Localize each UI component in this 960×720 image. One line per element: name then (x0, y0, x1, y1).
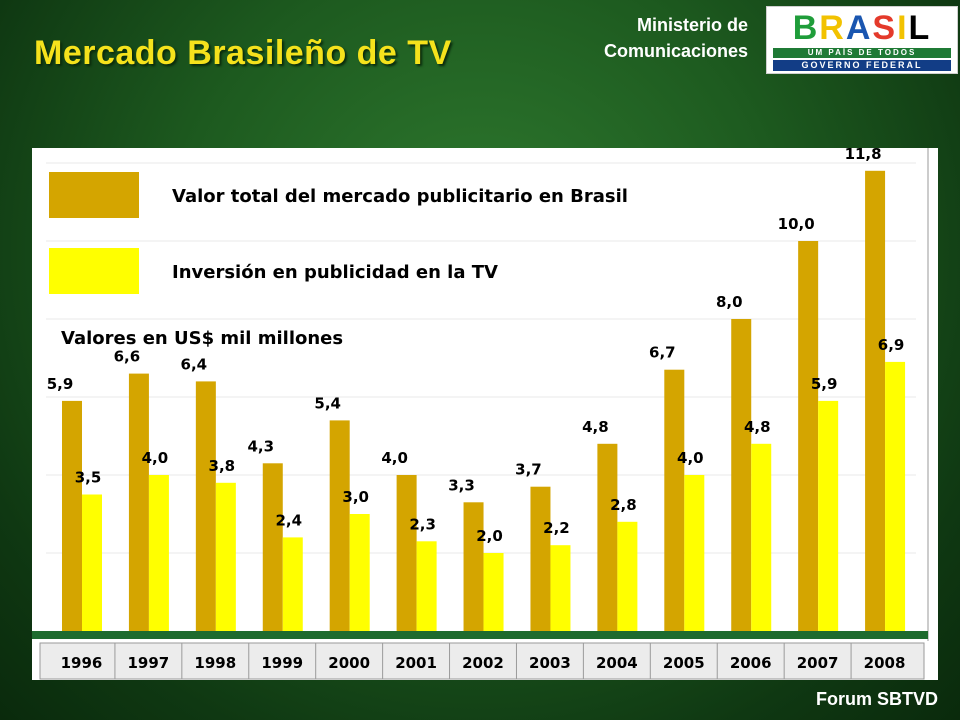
category-label: 2006 (730, 654, 772, 672)
data-label: 2,2 (543, 519, 570, 537)
category-label: 2004 (596, 654, 638, 672)
bar (731, 319, 752, 631)
chart-subtitle: Valores en US$ mil millones (61, 328, 343, 349)
data-label: 8,0 (716, 293, 743, 311)
category-strip (39, 642, 925, 680)
bar (148, 475, 169, 631)
ministry-line-1: Ministerio de (636, 15, 748, 35)
data-label: 5,9 (811, 375, 838, 393)
bar (550, 545, 571, 631)
bar (62, 400, 82, 631)
data-label: 3,0 (342, 488, 369, 506)
bar (396, 475, 417, 631)
bar (530, 486, 551, 631)
legend-label: Valor total del mercado publicitario en … (172, 186, 628, 207)
bar (195, 381, 216, 631)
data-label: 3,5 (75, 469, 102, 487)
logo-subline: GOVERNO FEDERAL (773, 60, 951, 71)
data-label: 6,4 (181, 355, 208, 373)
bar-chart: 1996 1997 1998 1999 2000 2001 2002 2003 2004 2005… (32, 145, 929, 680)
category-label: 2001 (395, 654, 437, 672)
data-label: 11,8 (845, 148, 882, 163)
data-label: 10,0 (778, 215, 815, 233)
bar (617, 521, 638, 631)
legend-swatch (49, 172, 139, 218)
data-label: 6,7 (649, 344, 676, 362)
data-label: 3,7 (515, 461, 542, 479)
bar (349, 514, 370, 631)
data-label: 4,0 (381, 449, 408, 467)
page-title: Mercado Brasileño de TV (34, 34, 452, 72)
bar (128, 373, 149, 631)
category-label: 1996 (61, 654, 103, 672)
ministry-line-2: Comunicaciones (603, 41, 748, 61)
category-label: 2008 (864, 654, 906, 672)
data-label: 2,3 (409, 515, 436, 533)
bar (483, 553, 504, 631)
footer-label: Forum SBTVD (815, 689, 938, 709)
data-label: 5,4 (314, 394, 341, 412)
category-label: 2002 (462, 654, 504, 672)
bar (215, 482, 236, 631)
chart-floor (32, 631, 928, 639)
bar (818, 400, 839, 631)
bar (416, 541, 437, 631)
category-label: 2003 (529, 654, 571, 672)
data-label: 6,6 (114, 348, 141, 366)
data-label: 2,0 (476, 527, 503, 545)
data-label: 4,8 (744, 418, 771, 436)
bar (684, 475, 705, 631)
bar (329, 420, 350, 631)
bar (885, 361, 906, 631)
category-label: 1999 (261, 654, 303, 672)
data-label: 2,8 (610, 496, 637, 514)
data-label: 4,0 (142, 449, 169, 467)
bar (82, 494, 102, 631)
bar (597, 443, 618, 631)
data-label: 2,4 (275, 511, 302, 529)
logo-wordmark: BRASIL (792, 9, 932, 47)
bar (664, 369, 685, 631)
data-label: 3,3 (448, 476, 475, 494)
category-label: 1997 (128, 654, 170, 672)
bar (798, 241, 819, 631)
legend-swatch (49, 248, 139, 294)
category-label: 2007 (797, 654, 839, 672)
data-label: 4,8 (582, 418, 609, 436)
data-label: 3,8 (209, 457, 236, 475)
bar (282, 537, 303, 631)
bar (865, 170, 886, 632)
legend-label: Inversión en publicidad en la TV (172, 262, 498, 283)
bar (751, 443, 772, 631)
brasil-logo: BRASIL UM PAÍS DE TODOS GOVERNO FEDERAL (766, 6, 958, 74)
data-label: 4,0 (677, 449, 704, 467)
data-label: 4,3 (247, 437, 274, 455)
logo-tagline: UM PAÍS DE TODOS (773, 48, 951, 58)
bar (262, 463, 283, 631)
category-label: 2005 (663, 654, 705, 672)
data-label: 6,9 (878, 336, 905, 354)
data-label: 5,9 (47, 375, 74, 393)
category-label: 1998 (194, 654, 236, 672)
bar (463, 502, 484, 631)
ministry-label: Ministerio de Comunicaciones (488, 12, 748, 64)
category-label: 2000 (328, 654, 370, 672)
chart-panel: 1996 1997 1998 1999 2000 2001 2002 2003 2004 2005… (32, 145, 938, 680)
